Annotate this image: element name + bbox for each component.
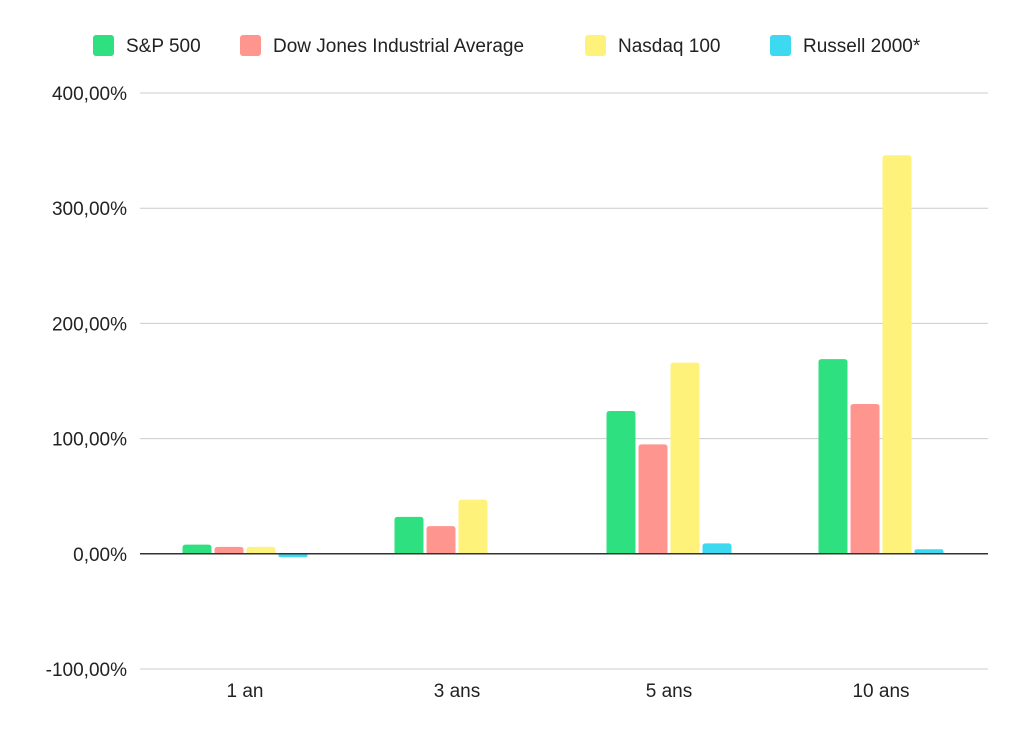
bar-1-1 — [182, 544, 212, 554]
legend-label: Dow Jones Industrial Average — [273, 36, 524, 57]
x-tick-label: 3 ans — [434, 681, 480, 702]
y-tick-label: 200,00% — [52, 314, 127, 335]
x-tick-label: 1 an — [227, 681, 264, 702]
legend-item: Russell 2000* — [770, 35, 921, 57]
bar-4-4 — [914, 549, 944, 554]
legend-swatch — [240, 35, 261, 56]
y-axis: 400,00% 300,00% 200,00% 100,00% 0,00% -100,00… — [46, 84, 127, 681]
legend-swatch — [585, 35, 606, 56]
legend-item: S&P 500 — [93, 35, 201, 57]
bar-2-1 — [214, 546, 244, 554]
y-tick-label: -100,00% — [46, 660, 127, 681]
y-tick-label: 300,00% — [52, 199, 127, 220]
legend-item: Dow Jones Industrial Average — [240, 35, 524, 57]
y-tick-label: 400,00% — [52, 84, 127, 105]
bar-1-4 — [818, 359, 848, 554]
bar-4-3 — [702, 543, 732, 554]
bar-2-4 — [850, 404, 880, 554]
bar-3-1 — [246, 546, 276, 554]
legend-swatch — [770, 35, 791, 56]
legend-label: Russell 2000* — [803, 36, 921, 57]
bar-1-3 — [606, 410, 636, 554]
legend-label: S&P 500 — [126, 36, 201, 57]
bar-4-1 — [278, 553, 308, 558]
legend-label: Nasdaq 100 — [618, 36, 720, 57]
bars — [182, 155, 944, 558]
bar-3-3 — [670, 362, 700, 554]
y-tick-label: 0,00% — [73, 545, 127, 566]
x-axis: 1 an 3 ans 5 ans 10 ans — [227, 681, 910, 702]
legend-swatch — [93, 35, 114, 56]
legend-item: Nasdaq 100 — [585, 35, 720, 57]
y-tick-label: 100,00% — [52, 430, 127, 451]
bar-3-2 — [458, 499, 488, 554]
x-tick-label: 5 ans — [646, 681, 692, 702]
legend: S&P 500 Dow Jones Industrial Average Nasda… — [93, 35, 921, 57]
bar-2-2 — [426, 526, 456, 554]
x-tick-label: 10 ans — [852, 681, 909, 702]
bar-3-4 — [882, 155, 912, 554]
bar-2-3 — [638, 444, 668, 554]
bar-1-2 — [394, 516, 424, 554]
gridlines — [140, 92, 988, 670]
